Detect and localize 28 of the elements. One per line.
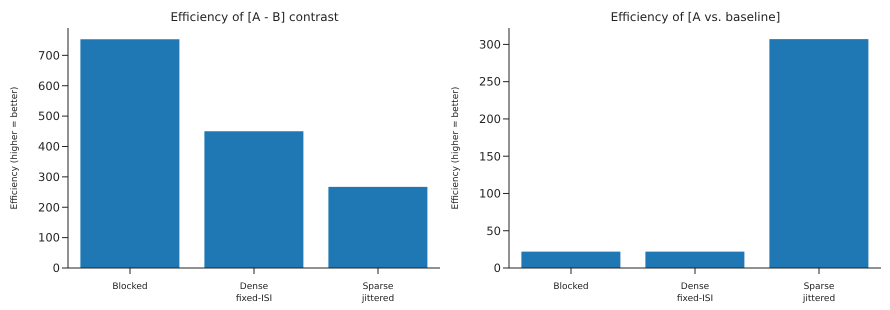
y-tick-label: 500	[38, 109, 60, 124]
x-tick-label: Blocked	[112, 282, 148, 292]
bar	[328, 186, 428, 268]
y-tick-label: 600	[38, 78, 60, 93]
y-axis-title: Efficiency (higher = better)	[451, 86, 462, 210]
y-tick-label: 400	[38, 140, 60, 154]
y-tick-label: 300	[38, 170, 60, 184]
x-tick-label: Sparse jittered	[360, 282, 394, 304]
x-tick-label: Dense fixed-ISI	[236, 282, 272, 304]
bar	[204, 131, 304, 268]
bar	[80, 39, 180, 268]
y-tick-label: 0	[494, 261, 501, 276]
y-tick-label: 200	[38, 200, 60, 214]
x-tick-label: Sparse jittered	[802, 282, 836, 304]
y-tick-label: 200	[479, 112, 501, 126]
y-tick-label: 0	[52, 261, 60, 276]
y-tick-label: 700	[38, 48, 60, 62]
chart-title: Efficiency of [A - B] contrast	[169, 10, 340, 24]
y-tick-label: 300	[479, 37, 501, 52]
y-tick-label: 100	[479, 186, 501, 201]
chart-title: Efficiency of [A vs. baseline]	[610, 10, 782, 24]
y-tick-label: 250	[479, 74, 501, 89]
y-tick-label: 100	[38, 230, 60, 245]
x-tick-label: Blocked	[553, 282, 589, 292]
y-tick-label: 50	[486, 224, 501, 238]
x-tick-label: Dense fixed-ISI	[676, 282, 714, 304]
y-tick-label: 150	[479, 149, 501, 164]
y-axis-title: Efficiency (higher = better)	[10, 86, 20, 210]
